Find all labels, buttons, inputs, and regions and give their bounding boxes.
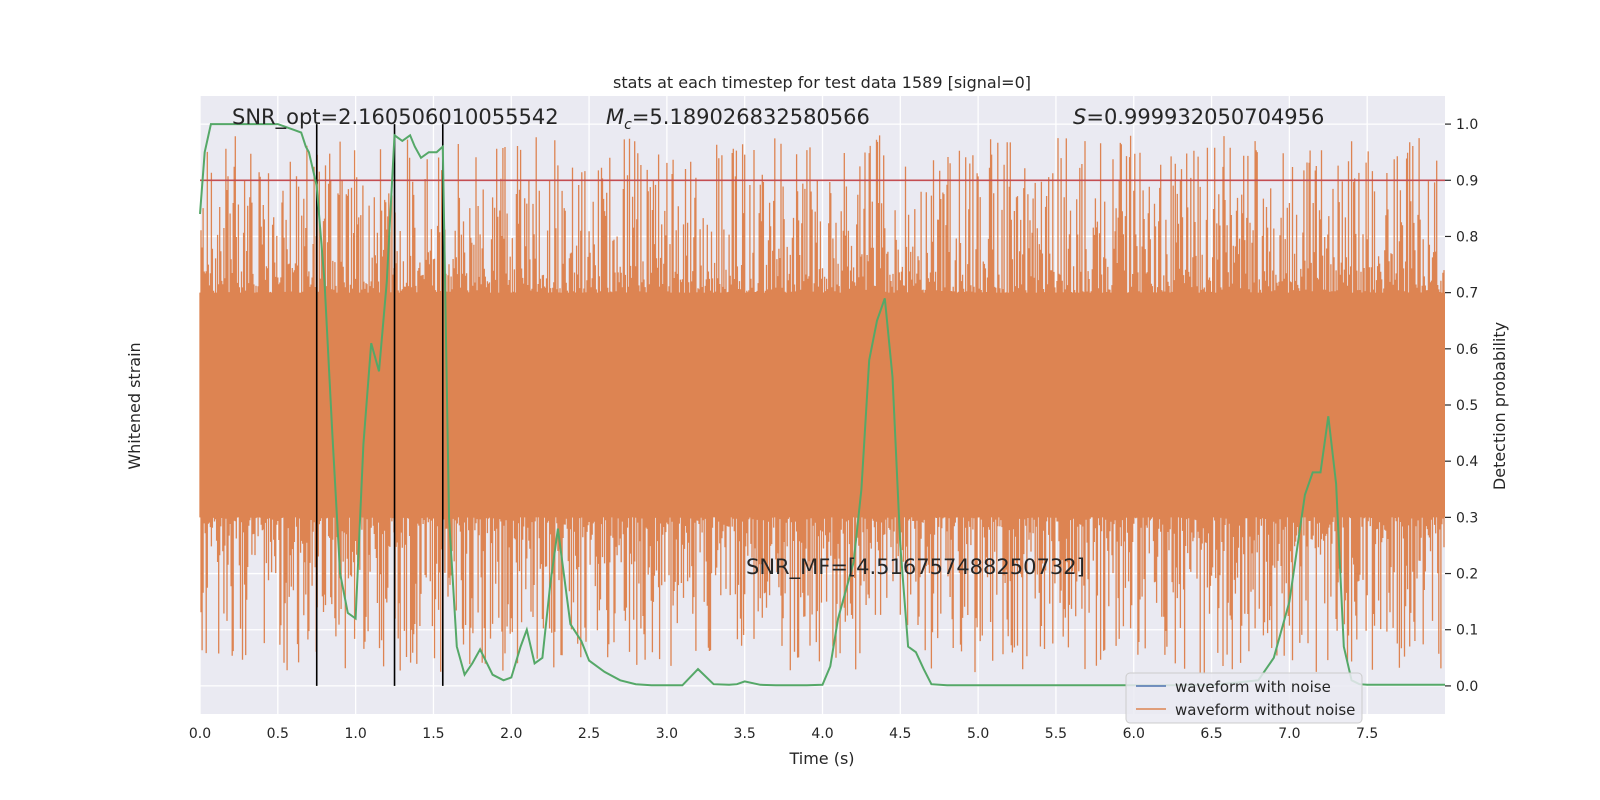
x-tick-label: 5.0 — [967, 726, 989, 742]
y-tick-label: 1.0 — [1456, 117, 1478, 133]
detection-probability-line — [199, 123, 1445, 687]
y-tick-label: 0.5 — [1456, 398, 1478, 414]
x-tick-label: 2.5 — [578, 726, 600, 742]
chart-title: stats at each timestep for test data 158… — [613, 73, 1031, 92]
snr-mf-annotation: SNR_MF=[4.516757488250732] — [746, 555, 1085, 580]
chirp-mass-value: =5.189026832580566 — [632, 105, 870, 129]
y-tick-label: 0.6 — [1456, 342, 1478, 358]
s-value: =0.999932050704956 — [1086, 105, 1324, 129]
x-tick-label: 4.5 — [889, 726, 911, 742]
x-tick-label: 0.5 — [267, 726, 289, 742]
y-tick-label: 0.0 — [1456, 679, 1478, 695]
boundary-lines — [315, 124, 444, 686]
x-tick-label: 1.0 — [344, 726, 366, 742]
legend: waveform with noise waveform without noi… — [1125, 672, 1363, 724]
x-axis-label: Time (s) — [788, 749, 854, 768]
x-tick-label: 2.0 — [500, 726, 522, 742]
y-tick-label: 0.4 — [1456, 454, 1478, 470]
x-tick-label: 4.0 — [811, 726, 833, 742]
legend-label-without-noise: waveform without noise — [1175, 701, 1355, 719]
x-tick-label: 7.5 — [1356, 726, 1378, 742]
y-tick-label: 0.3 — [1456, 510, 1478, 526]
y-tick-label: 0.1 — [1456, 623, 1478, 639]
x-tick-label: 6.5 — [1200, 726, 1222, 742]
chirp-mass-annotation: Mc=5.189026832580566 — [606, 105, 870, 133]
y-tick-label: 0.9 — [1456, 173, 1478, 189]
s-annotation: S=0.999932050704956 — [1073, 105, 1324, 129]
y-tick-label: 0.2 — [1456, 567, 1478, 583]
y-tick-label: 0.7 — [1456, 286, 1478, 302]
x-tick-label: 6.0 — [1123, 726, 1145, 742]
x-tick-label: 3.5 — [734, 726, 756, 742]
legend-label-with-noise: waveform with noise — [1175, 678, 1331, 696]
waveform-without-noise-series — [199, 135, 1445, 674]
y-ticks-right: 0.0 0.1 0.2 0.3 0.4 0.5 0.6 0.7 0.8 0.9 1.0 — [1445, 117, 1478, 695]
x-tick-label: 7.0 — [1278, 726, 1300, 742]
y-tick-label: 0.8 — [1456, 229, 1478, 245]
x-ticks: 0.0 0.5 1.0 1.5 2.0 2.5 3.0 3.5 4.0 4.5 5.0 5.5 6.0 6… — [189, 726, 1378, 742]
y-axis-label-right: Detection probability — [1490, 322, 1509, 490]
waveform-spikes — [199, 135, 1445, 674]
x-tick-label: 5.5 — [1045, 726, 1067, 742]
x-tick-label: 0.0 — [189, 726, 211, 742]
y-axis-label-left: Whitened strain — [125, 342, 144, 469]
legend-box — [1125, 672, 1363, 724]
snr-opt-annotation: SNR_opt=2.160506010055542 — [232, 105, 559, 130]
x-tick-label: 1.5 — [422, 726, 444, 742]
x-tick-label: 3.0 — [656, 726, 678, 742]
